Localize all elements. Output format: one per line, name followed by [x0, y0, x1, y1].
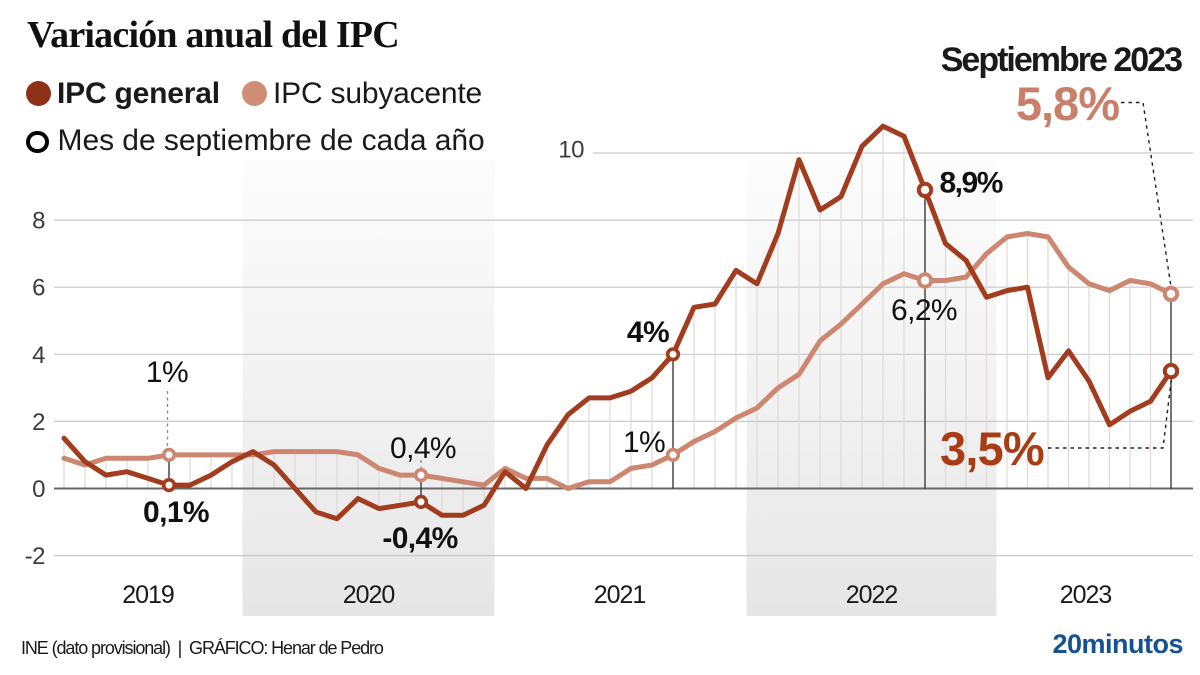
- svg-text:Septiembre 2023: Septiembre 2023: [941, 41, 1182, 79]
- svg-text:2: 2: [32, 409, 45, 436]
- svg-text:2019: 2019: [122, 581, 174, 609]
- svg-text:6,2%: 6,2%: [891, 294, 957, 327]
- svg-text:1%: 1%: [623, 426, 665, 459]
- svg-text:5,8%: 5,8%: [1016, 77, 1119, 130]
- svg-text:4%: 4%: [627, 316, 669, 349]
- svg-text:8,9%: 8,9%: [940, 167, 1003, 200]
- svg-text:-2: -2: [25, 543, 45, 570]
- svg-text:8: 8: [32, 208, 45, 235]
- svg-text:2021: 2021: [594, 581, 646, 609]
- svg-text:3,5%: 3,5%: [940, 422, 1044, 475]
- svg-text:2020: 2020: [343, 581, 395, 609]
- svg-text:1%: 1%: [146, 356, 188, 389]
- svg-text:2023: 2023: [1060, 581, 1112, 609]
- svg-text:2022: 2022: [846, 581, 898, 609]
- svg-text:0: 0: [32, 476, 45, 503]
- svg-text:0,1%: 0,1%: [143, 496, 209, 529]
- svg-text:4: 4: [32, 342, 45, 369]
- svg-text:10: 10: [558, 137, 584, 164]
- svg-text:-0,4%: -0,4%: [382, 522, 457, 555]
- svg-text:6: 6: [32, 275, 45, 302]
- svg-text:0,4%: 0,4%: [390, 432, 456, 465]
